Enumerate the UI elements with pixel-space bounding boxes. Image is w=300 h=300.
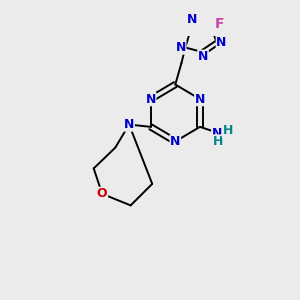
Text: N: N xyxy=(124,118,134,131)
Text: N: N xyxy=(146,93,156,106)
Text: H: H xyxy=(213,135,224,148)
Text: O: O xyxy=(97,187,107,200)
Text: N: N xyxy=(176,41,186,54)
Text: N: N xyxy=(195,93,205,106)
Text: N: N xyxy=(170,135,181,148)
Text: N: N xyxy=(216,36,227,50)
Text: F: F xyxy=(215,17,225,31)
Text: N: N xyxy=(212,127,222,140)
Text: H: H xyxy=(223,124,233,137)
Text: N: N xyxy=(198,50,208,63)
Text: N: N xyxy=(187,13,197,26)
